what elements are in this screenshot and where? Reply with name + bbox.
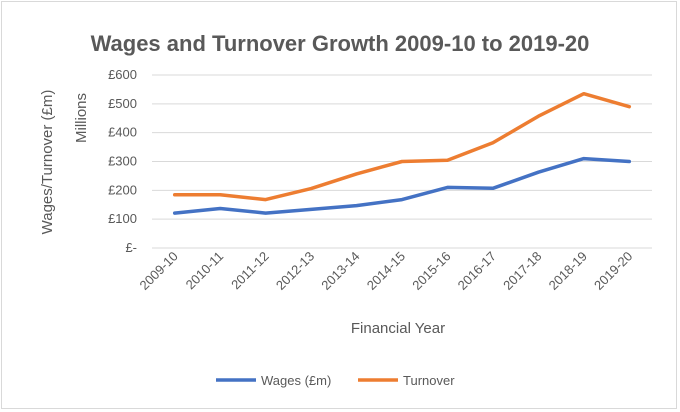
legend-label-wages-m: Wages (£m) [261,373,331,388]
y-tick-label: £500 [108,96,137,111]
y-tick-label: £300 [108,154,137,169]
y-axis-title: Wages/Turnover (£m) [39,90,56,235]
series-line-wages-m [172,156,632,215]
legend-label-turnover: Turnover [403,373,455,388]
legend: Wages (£m) Turnover [216,373,455,388]
x-tick-label: 2019-20 [591,249,635,293]
y-tick-label: £100 [108,211,137,226]
x-tick-label: 2009-10 [136,249,180,293]
series-line-turnover [172,91,632,202]
y-tick-labels: £- £100 £200 £300 £400 £500 £600 [108,67,137,255]
chart-title: Wages and Turnover Growth 2009-10 to 201… [91,31,590,56]
x-tick-label: 2018-19 [546,249,590,293]
x-tick-label: 2012-13 [273,249,317,293]
x-axis-title: Financial Year [351,320,445,337]
y-units-label: Millions [73,93,90,143]
x-tick-label: 2016-17 [455,249,499,293]
gridlines [152,74,652,249]
x-tick-label: 2014-15 [364,249,408,293]
series-lines [172,91,632,215]
x-tick-label: 2017-18 [500,249,544,293]
y-tick-label: £- [125,240,137,255]
x-tick-label: 2010-11 [183,249,227,293]
y-tick-label: £600 [108,67,137,82]
x-tick-labels: 2009-10 2010-11 2011-12 2012-13 2013-14 2014-… [136,249,635,293]
x-tick-label: 2011-12 [228,249,272,293]
x-tick-label: 2015-16 [409,249,453,293]
y-tick-label: £400 [108,125,137,140]
y-tick-label: £200 [108,182,137,197]
x-tick-label: 2013-14 [318,249,362,293]
